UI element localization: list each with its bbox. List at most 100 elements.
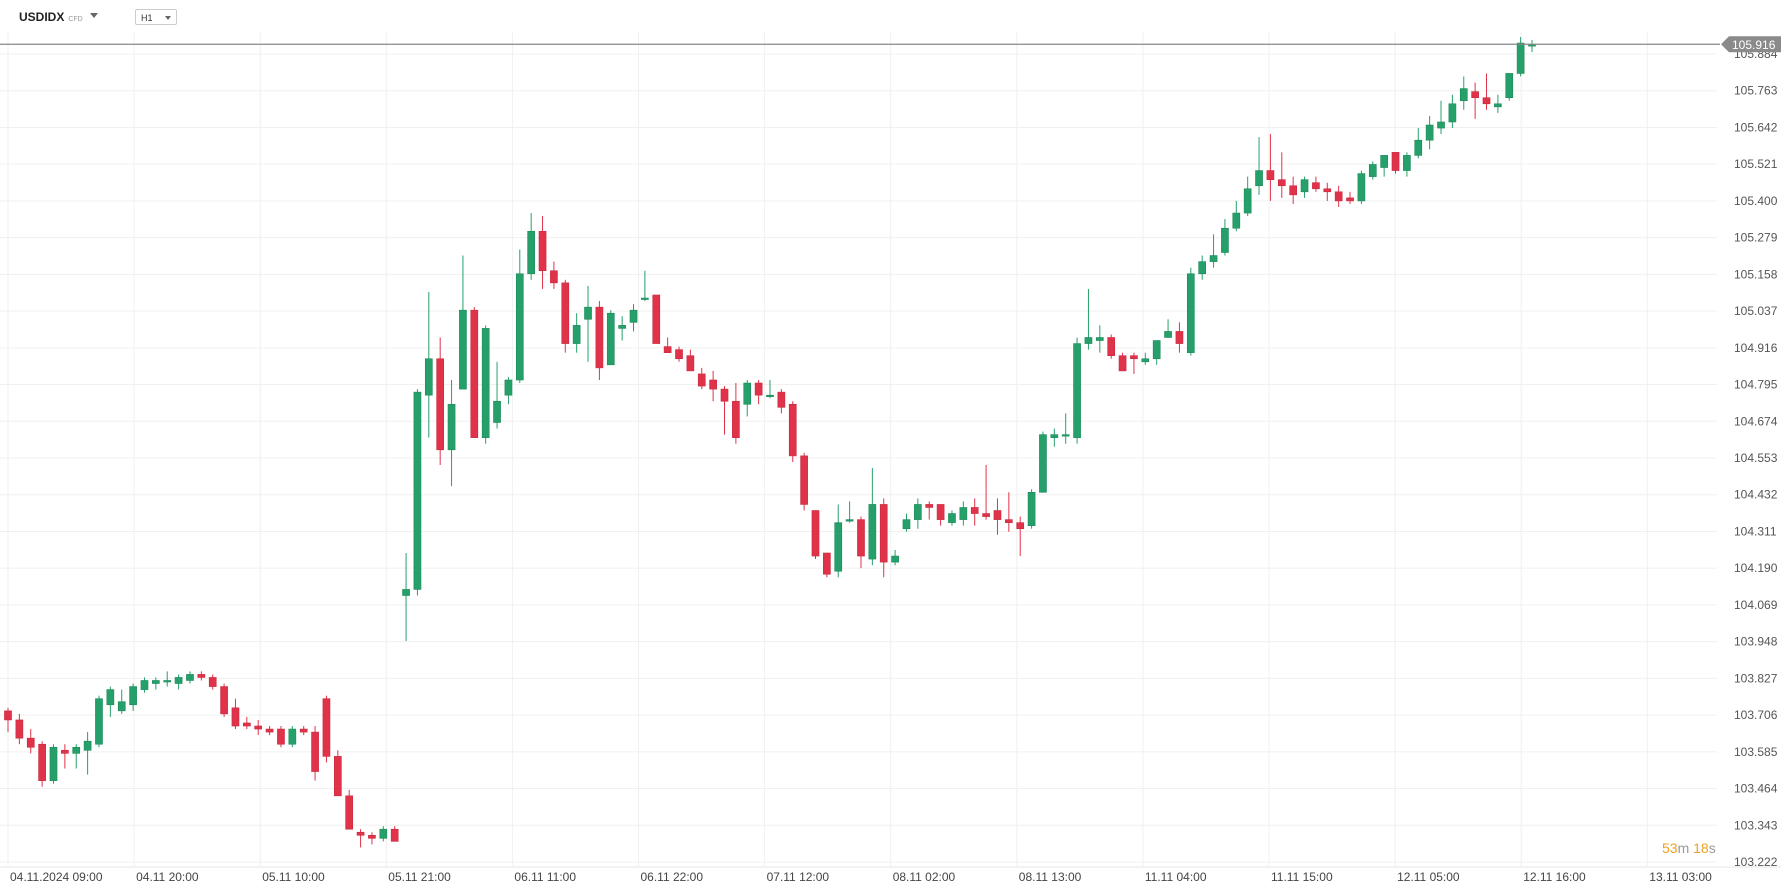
- candle-up: [174, 677, 183, 684]
- candle-up: [163, 680, 172, 683]
- instrument-type: CFD: [68, 16, 83, 23]
- instrument-symbol[interactable]: USDIDX CFD: [19, 10, 83, 24]
- candle-up: [1448, 103, 1457, 123]
- candle-up: [618, 325, 626, 329]
- candle-up: [72, 746, 81, 754]
- candle-down: [982, 513, 990, 517]
- candle-up: [1039, 434, 1047, 493]
- x-tick-label: 12.11 05:00: [1397, 870, 1460, 884]
- candle-down: [720, 388, 729, 402]
- candle-down: [879, 504, 888, 563]
- candle-down: [777, 391, 786, 408]
- y-tick-label: 103.222: [1734, 855, 1778, 869]
- candle-up: [1095, 337, 1104, 341]
- candle-down: [299, 728, 308, 733]
- candle-up: [1209, 255, 1218, 262]
- candle-up: [459, 309, 467, 390]
- candle-down: [231, 707, 240, 727]
- candle-down: [1277, 179, 1286, 187]
- candle-down: [1016, 522, 1025, 530]
- y-tick-label: 105.521: [1734, 157, 1778, 171]
- candle-down: [663, 346, 672, 353]
- candle-down: [561, 282, 570, 344]
- candle-down: [265, 728, 274, 733]
- x-tick-label: 11.11 04:00: [1145, 870, 1207, 884]
- y-tick-label: 104.553: [1734, 451, 1778, 465]
- candle-down: [1175, 331, 1184, 344]
- candle-down: [356, 831, 365, 836]
- y-tick-label: 105.642: [1734, 120, 1778, 134]
- candle-up: [948, 513, 956, 523]
- candle-up: [1368, 164, 1377, 177]
- candle-down: [1266, 170, 1275, 180]
- candle-up: [606, 312, 615, 366]
- candle-down: [26, 737, 35, 748]
- candle-up: [424, 358, 433, 396]
- candle-down: [811, 510, 820, 557]
- x-tick-label: 05.11 21:00: [388, 870, 451, 884]
- x-tick-label: 12.11 16:00: [1523, 870, 1586, 884]
- candle-down: [1391, 152, 1400, 171]
- chart-toolbar: USDIDX CFD H1: [0, 0, 1781, 32]
- timeframe-select[interactable]: H1: [135, 9, 177, 25]
- candle-down: [368, 834, 376, 839]
- y-tick-label: 103.585: [1734, 745, 1778, 759]
- candle-countdown: 53m 18s: [1662, 840, 1716, 856]
- candle-up: [1357, 173, 1366, 202]
- candle-down: [197, 674, 206, 678]
- candle-up: [1380, 155, 1388, 168]
- candle-down: [208, 677, 217, 687]
- candle-up: [504, 379, 513, 396]
- candle-up: [1300, 179, 1309, 193]
- y-tick-label: 103.948: [1734, 635, 1778, 649]
- candle-down: [538, 230, 547, 272]
- candle-up: [1050, 434, 1059, 438]
- candle-down: [936, 504, 945, 520]
- y-tick-label: 105.158: [1734, 267, 1778, 281]
- candle-up: [959, 507, 968, 520]
- candle-down: [390, 828, 399, 842]
- candle-down: [697, 373, 706, 387]
- y-tick-label: 104.916: [1734, 341, 1778, 355]
- candle-down: [1334, 191, 1343, 202]
- candle-down: [1118, 355, 1127, 372]
- candle-down: [333, 756, 342, 797]
- candle-up: [914, 504, 922, 520]
- chevron-down-icon: [165, 16, 171, 20]
- candle-down: [1107, 337, 1116, 357]
- countdown-seconds-unit: s: [1708, 840, 1716, 856]
- candle-up: [1198, 261, 1207, 275]
- y-tick-label: 103.343: [1734, 818, 1778, 832]
- candle-down: [857, 519, 865, 557]
- y-tick-label: 105.279: [1734, 231, 1778, 245]
- candle-up: [152, 680, 160, 684]
- candle-down: [970, 507, 979, 514]
- candle-down: [1323, 188, 1332, 193]
- candle-up: [1084, 337, 1093, 344]
- x-tick-label: 04.11 20:00: [136, 870, 199, 884]
- candle-up: [186, 674, 194, 681]
- candle-down: [470, 309, 479, 438]
- candle-up: [106, 689, 115, 706]
- candle-up: [891, 555, 899, 563]
- candle-down: [277, 728, 285, 745]
- candle-up: [129, 686, 137, 706]
- symbol-dropdown-icon[interactable]: [90, 13, 98, 18]
- candle-down: [61, 750, 69, 754]
- candle-down: [1130, 355, 1138, 360]
- x-tick-label: 11.11 15:00: [1271, 870, 1333, 884]
- candle-up: [379, 828, 388, 839]
- y-tick-label: 104.795: [1734, 378, 1778, 392]
- candle-up: [902, 519, 911, 530]
- candle-up: [743, 382, 752, 405]
- y-tick-label: 103.706: [1734, 708, 1778, 722]
- current-price-tag: [1721, 36, 1781, 53]
- candle-down: [38, 743, 46, 781]
- x-tick-label: 13.11 03:00: [1649, 870, 1712, 884]
- candle-up: [1221, 227, 1229, 253]
- candle-down: [1482, 97, 1491, 105]
- candle-down: [15, 719, 24, 739]
- candle-up: [1403, 155, 1411, 171]
- candle-up: [1437, 121, 1445, 129]
